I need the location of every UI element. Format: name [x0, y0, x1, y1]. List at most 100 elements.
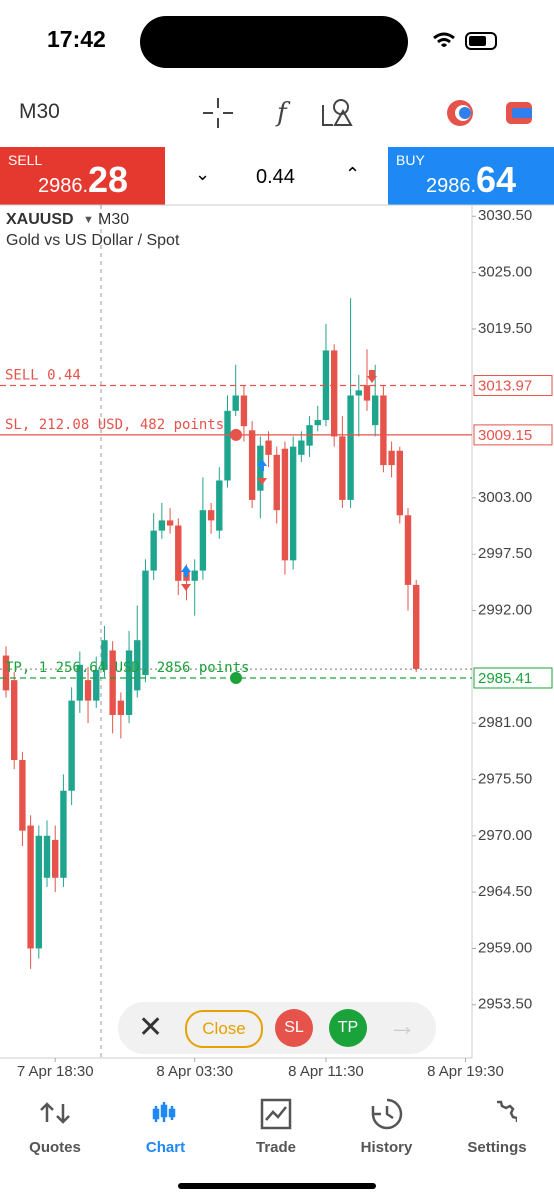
nav-label: History	[360, 1139, 413, 1156]
buy-price-big: 64	[476, 159, 517, 200]
buy-marker	[181, 565, 191, 577]
candle-body	[199, 510, 207, 571]
candle-body	[347, 395, 354, 500]
y-tick-label: 2981.00	[478, 714, 532, 731]
candle-body	[232, 395, 239, 411]
candle-body	[289, 446, 297, 561]
candle-body	[191, 570, 198, 581]
order-bar: ✕ Close SL TP →	[118, 1002, 436, 1054]
nav-icon	[40, 1102, 70, 1124]
y-tick-label: 2953.50	[478, 996, 532, 1013]
candle-body	[380, 395, 387, 466]
candle-body	[68, 700, 75, 791]
y-tick-label: 2970.00	[478, 827, 532, 844]
y-tick-label: 3003.00	[478, 489, 532, 506]
nav-icon	[152, 1102, 175, 1122]
candle-body	[224, 410, 231, 481]
tp-button[interactable]: TP	[329, 1009, 367, 1047]
candle-body	[27, 825, 34, 949]
y-tick-label: 2997.50	[478, 545, 532, 562]
candle-body	[109, 650, 116, 715]
candle-body	[158, 520, 166, 531]
sell-button[interactable]: SELL 2986. 28	[0, 147, 165, 205]
buy-price: 2986.	[426, 175, 477, 197]
volume-down[interactable]: ⌄	[195, 164, 211, 184]
candle-body	[10, 680, 18, 761]
symbol: XAUUSD	[6, 211, 74, 228]
candle-body	[388, 450, 395, 466]
x-tick-label: 8 Apr 19:30	[427, 1063, 504, 1080]
nav-item[interactable]: Chart	[116, 1088, 216, 1168]
close-button[interactable]: Close	[185, 1010, 263, 1048]
buy-marker	[257, 459, 267, 471]
y-tick-label: 3025.00	[478, 264, 532, 281]
x-tick-label: 7 Apr 18:30	[17, 1063, 94, 1080]
candle-body	[166, 520, 174, 526]
x-tick-label: 8 Apr 03:30	[156, 1063, 233, 1080]
y-tick-label: 2959.00	[478, 939, 532, 956]
price-box-label: 2985.41	[478, 670, 532, 687]
y-tick-label: 3030.50	[478, 207, 532, 224]
sell-price-big: 28	[88, 159, 129, 200]
nav-label: Settings	[467, 1139, 527, 1156]
volume-up[interactable]: ⌃	[345, 164, 361, 184]
sell-marker	[367, 370, 377, 383]
candle-body	[298, 440, 305, 455]
timeframe[interactable]: M30	[19, 100, 60, 123]
price-box-label: 3009.15	[478, 427, 532, 444]
next-arrow[interactable]: →	[388, 1010, 416, 1041]
candle-body	[265, 440, 272, 455]
status-time: 17:42	[47, 26, 106, 52]
nav-icon	[497, 1100, 519, 1122]
sell-marker	[257, 478, 267, 485]
bottom-nav: Quotes Chart Trade History Settings	[0, 1088, 554, 1178]
nav-icon	[260, 1098, 292, 1130]
candle-body	[413, 584, 420, 669]
level-label: TP, 1 256.64 USD, 2856 points	[5, 660, 249, 676]
candle-body	[207, 510, 215, 521]
nav-label: Trade	[255, 1139, 297, 1156]
candle-body	[52, 839, 59, 878]
price-box	[473, 424, 553, 446]
candle-body	[76, 664, 84, 701]
candle-body	[101, 640, 108, 670]
level-handle	[230, 428, 242, 441]
price-box-label: 3013.97	[478, 378, 532, 395]
sl-button[interactable]: SL	[275, 1009, 313, 1047]
candle-body	[339, 436, 346, 500]
nav-item[interactable]: Settings	[447, 1088, 547, 1168]
candle-body	[125, 650, 133, 715]
level-handle	[230, 671, 242, 684]
y-tick-label: 3019.50	[478, 320, 532, 337]
level-label: SL, 212.08 USD, 482 points	[5, 417, 224, 433]
chart: XAUUSD ▼ M30 Gold vs US Dollar / Spot 30…	[0, 204, 554, 1080]
candle-body	[363, 385, 371, 401]
sell-marker	[181, 584, 191, 591]
nav-item[interactable]: Trade	[226, 1088, 326, 1168]
nav-item[interactable]: History	[337, 1088, 437, 1168]
candle-body	[273, 454, 280, 511]
candle-body	[142, 570, 149, 676]
candle-body	[371, 395, 379, 426]
subtitle: Gold vs US Dollar / Spot	[6, 232, 180, 249]
candle-body	[117, 700, 125, 715]
close-x[interactable]: ✕	[138, 1011, 164, 1044]
volume[interactable]: 0.44	[256, 166, 295, 188]
candle-body	[281, 448, 289, 561]
candle-body	[396, 450, 404, 516]
candle-body	[84, 680, 92, 701]
candle-body	[355, 390, 362, 396]
y-tick-label: 2975.50	[478, 770, 532, 787]
nav-item[interactable]: Quotes	[5, 1088, 105, 1168]
svg-text:▼: ▼	[83, 214, 94, 226]
status-icons	[433, 32, 497, 50]
candle-body	[43, 835, 51, 878]
nav-label: Quotes	[29, 1139, 81, 1156]
buy-button[interactable]: BUY 2986. 64	[388, 147, 554, 205]
y-tick-label: 2992.00	[478, 601, 532, 618]
candle-body	[60, 790, 67, 878]
home-indicator	[178, 1183, 376, 1189]
candle-body	[35, 835, 43, 949]
buy-label: BUY	[396, 152, 425, 168]
